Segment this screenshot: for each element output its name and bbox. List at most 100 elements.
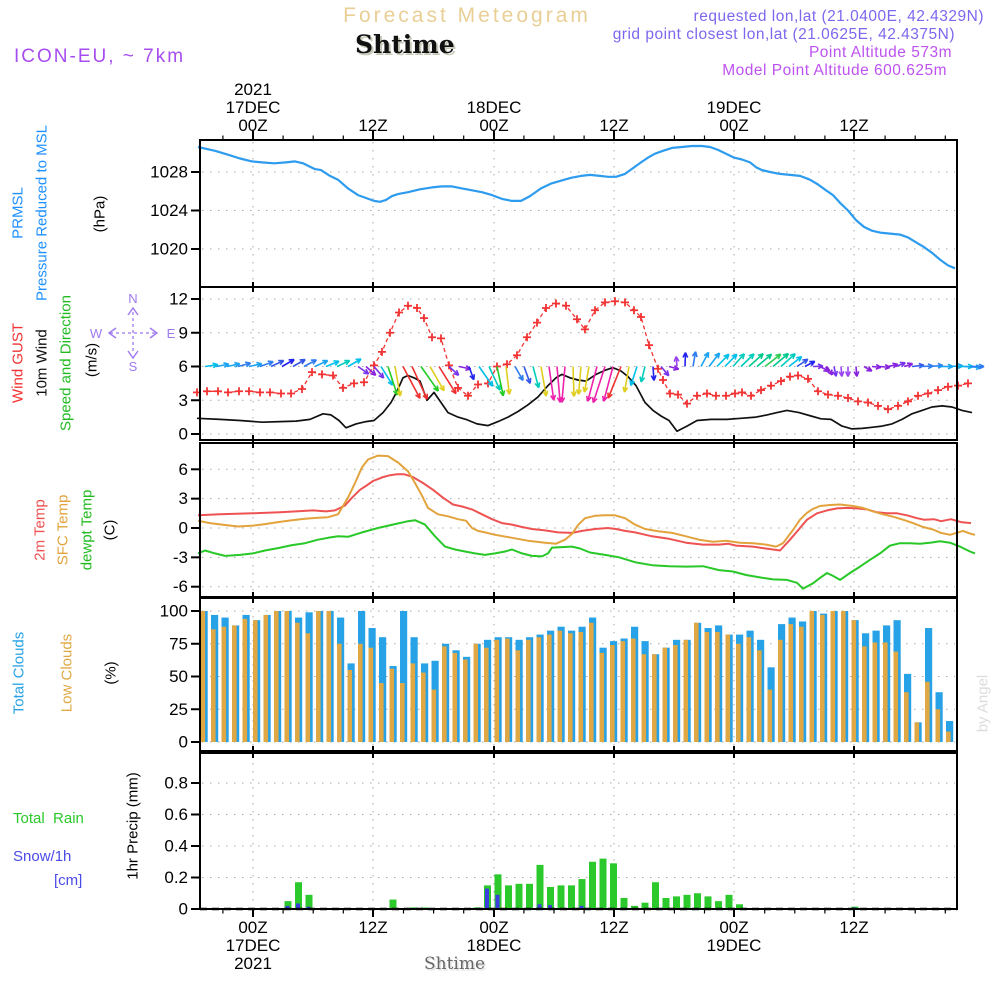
compass-east-arrow <box>149 327 159 339</box>
watermark: by Angel <box>974 674 992 733</box>
snow-bar <box>537 904 542 909</box>
wind-arrow <box>387 366 399 396</box>
wind-arrow <box>780 353 796 368</box>
page-title: Forecast Meteogram <box>343 4 591 27</box>
wind-arrow-head <box>583 387 589 393</box>
wind-arrow-head <box>723 353 730 357</box>
low-clouds-bar <box>557 630 563 742</box>
wind-arrow <box>540 366 547 397</box>
low-clouds-bar <box>515 650 521 742</box>
x-date-label: 17DEC <box>226 936 281 955</box>
total-clouds-bar <box>400 611 408 742</box>
wind-arrow <box>270 359 285 368</box>
low-clouds-bar <box>431 689 437 742</box>
wind-arrow <box>630 366 638 386</box>
wind-arrow <box>692 351 697 367</box>
y-tick-label: 3 <box>179 391 188 410</box>
wind-arrow-head <box>748 353 755 357</box>
snow-bar <box>548 905 552 909</box>
wind-arrow-head <box>824 366 830 372</box>
wind-arrow-head <box>653 375 657 381</box>
wind-arrow <box>556 366 561 403</box>
snow-label: Snow/1h <box>13 848 72 865</box>
wind-arrow <box>586 366 598 402</box>
wind-arrow <box>281 358 295 368</box>
low-clouds-bar <box>547 634 552 742</box>
dewpoint-line <box>197 519 976 590</box>
station-title: Shtime <box>355 30 455 59</box>
wind-arrow <box>226 363 240 368</box>
compass-west-arrow <box>107 327 117 339</box>
low-clouds-bar <box>946 731 951 742</box>
low-clouds-bar <box>232 625 237 742</box>
compass-north-label: N <box>128 291 137 306</box>
low-clouds-bar <box>673 645 678 742</box>
y-tick-label: 1020 <box>150 240 188 259</box>
rain-bar <box>589 861 596 909</box>
wind-arrow <box>336 359 351 368</box>
low-clouds-bar <box>904 692 909 742</box>
wind-arrow <box>394 366 401 397</box>
low-clouds-bar <box>757 650 762 742</box>
low-clouds-bar <box>484 647 489 742</box>
wind-arrow-head <box>502 390 506 397</box>
wind-arrow <box>468 366 475 380</box>
wind-arrow <box>402 366 421 399</box>
wind-arrow <box>708 352 721 367</box>
wind-arrow-head <box>775 353 781 357</box>
y-tick-label: 0.8 <box>164 774 188 793</box>
wind-arrow-head <box>918 362 925 367</box>
low-clouds-bar <box>589 622 594 742</box>
x-tick-label: 12Z <box>358 116 387 135</box>
low-clouds-bar <box>200 611 206 742</box>
compass-east-label: E <box>167 326 176 341</box>
wind-arrow-head <box>399 390 403 397</box>
low-clouds-bar <box>284 611 290 742</box>
low-clouds-bar <box>872 642 878 742</box>
compass-south-arrow <box>127 350 139 360</box>
wind-arrow <box>788 356 803 368</box>
wind-arrow-head <box>577 389 583 395</box>
wind-arrow-head <box>738 353 745 357</box>
wind-arrow-head <box>245 361 251 364</box>
low-clouds-bar <box>809 611 815 742</box>
wind-arrow-head <box>537 382 541 388</box>
wind-arrow <box>748 353 764 368</box>
wind-arrow-head <box>703 351 709 357</box>
wind-arrow <box>411 366 428 400</box>
low-clouds-bar <box>326 611 332 742</box>
low-clouds-bar <box>578 631 584 742</box>
wind-arrow-head <box>978 363 985 368</box>
wind-arrow <box>911 364 925 368</box>
compass-south-label: S <box>129 359 138 374</box>
low-clouds-bar <box>536 637 542 742</box>
x-year-label: 2021 <box>234 954 272 973</box>
y-tick-label: 50 <box>169 667 188 686</box>
y-tick-label: 100 <box>160 602 188 621</box>
wind-arrow-head <box>957 363 964 367</box>
low-clouds-bar <box>526 639 531 742</box>
low-clouds-bar <box>568 633 573 742</box>
wind-arrow-head <box>714 352 720 357</box>
rain-bar <box>620 897 628 909</box>
wind-arrow-head <box>587 396 592 402</box>
y-tick-label: 3 <box>179 489 188 508</box>
rain-bar <box>599 858 607 909</box>
wind-arrow <box>607 366 622 399</box>
wind-arrow <box>724 353 738 368</box>
wind-arrow-head <box>867 366 873 372</box>
low-clouds-bar <box>316 611 321 742</box>
low-clouds-bar <box>662 647 668 742</box>
low-clouds-bar <box>620 641 626 742</box>
wind-arrow-head <box>592 398 598 404</box>
wind-arrow-head <box>907 362 913 365</box>
wind-arrow-head <box>436 385 439 392</box>
x-date-label: 19DEC <box>707 936 762 955</box>
y-tick-label: 75 <box>169 634 188 653</box>
wind-arrow-head <box>802 358 808 361</box>
wind-arrow <box>365 365 377 376</box>
wind-arrow <box>592 366 606 403</box>
low-clouds-bar <box>778 639 783 742</box>
wind-arrow <box>357 365 370 375</box>
